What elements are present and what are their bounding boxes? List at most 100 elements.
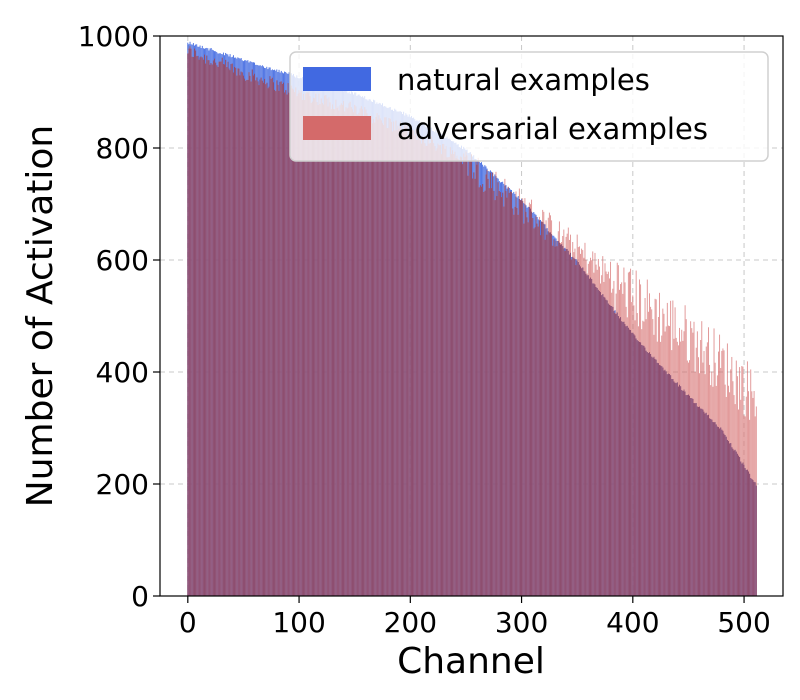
bar-overlap [459,156,461,596]
bar-overlap [564,251,566,597]
bar-overlap [254,73,256,597]
bar-overlap [475,161,477,596]
bar-overlap [613,311,615,596]
bar-overlap [370,115,372,596]
bar-overlap [562,246,564,596]
bar-overlap [377,119,379,596]
bar-overlap [489,172,491,596]
bar-overlap [536,223,538,596]
bar-overlap [663,370,665,596]
bar-overlap [720,427,722,596]
bar-overlap [736,453,738,596]
x-tick-label: 500 [717,606,770,639]
bar-overlap [624,324,626,596]
bar-overlap [684,391,686,596]
bar-overlap [575,265,577,596]
bar-overlap [745,469,747,596]
bar-overlap [205,63,207,596]
bar-overlap [535,216,537,597]
bar-overlap [596,287,598,596]
bar-overlap [442,144,444,596]
bar-overlap [692,398,694,596]
bar-overlap [330,109,332,596]
bar-overlap [709,418,711,596]
bar-overlap [722,430,724,596]
bar-overlap [303,94,304,596]
bar-overlap [517,214,519,596]
bar-overlap [483,191,485,596]
bar-overlap [755,485,757,596]
bar-overlap [245,80,247,596]
bar-overlap [734,449,736,596]
bar-overlap [466,155,468,597]
bar-overlap [307,93,309,596]
bar-overlap [353,112,355,596]
bar-overlap [681,390,683,596]
bar-overlap [355,106,357,596]
bar-overlap [396,130,398,597]
bar-overlap [603,296,605,596]
bar-overlap [451,154,452,596]
bar-overlap [456,155,458,596]
bar-overlap [216,65,218,596]
bar-overlap [232,72,234,596]
bar-overlap [431,136,432,597]
bar-overlap [531,211,533,596]
bar-overlap [710,418,712,596]
bar-overlap [572,256,574,596]
bar-overlap [208,60,210,597]
bar-overlap [238,68,240,596]
bar-overlap [310,102,312,597]
bar-overlap [541,221,543,596]
bar-overlap [650,354,652,596]
bar-overlap [666,374,668,596]
bar-overlap [191,56,193,596]
bar-overlap [359,108,361,596]
bar-overlap [699,406,701,596]
bar-overlap [389,118,391,597]
bar-overlap [267,88,269,596]
bar-overlap [340,103,342,596]
y-axis-label: Number of Activation [20,125,61,507]
bar-overlap [641,344,643,596]
bar-overlap [585,273,587,596]
bar-overlap [718,427,719,596]
bar-overlap [615,314,617,596]
bar-overlap [293,89,294,597]
bar-overlap [220,61,222,597]
bar-overlap [465,151,467,596]
bar-overlap [485,174,487,596]
bar-overlap [492,172,494,596]
bar-overlap [593,283,595,596]
legend-label-adversarial: adversarial examples [397,112,708,146]
bar-overlap [385,117,387,597]
bar-overlap [435,150,437,597]
bar-overlap [738,455,739,596]
bar-overlap [513,214,515,596]
bar-overlap [405,127,407,596]
bar-overlap [452,150,454,597]
bar-overlap [567,250,569,596]
bar-overlap [744,468,746,596]
bar-overlap [278,90,280,596]
bar-overlap [605,299,607,596]
bar-overlap [226,67,228,597]
bar-overlap [461,157,462,596]
bar-overlap [484,190,486,596]
bar-overlap [364,107,366,597]
bar-overlap [552,245,554,596]
bar-overlap [406,123,408,596]
bar-overlap [464,156,466,596]
bar-overlap [362,109,363,596]
bar-overlap [508,192,510,596]
bar-overlap [306,91,308,597]
bar-overlap [598,291,600,596]
bar-overlap [657,363,659,596]
bar-overlap [622,322,624,596]
bar-overlap [304,99,306,597]
bar-overlap [404,124,406,596]
bar-overlap [334,109,336,597]
bar-overlap [476,164,478,596]
bar-overlap [403,131,405,596]
bar-overlap [249,75,251,596]
